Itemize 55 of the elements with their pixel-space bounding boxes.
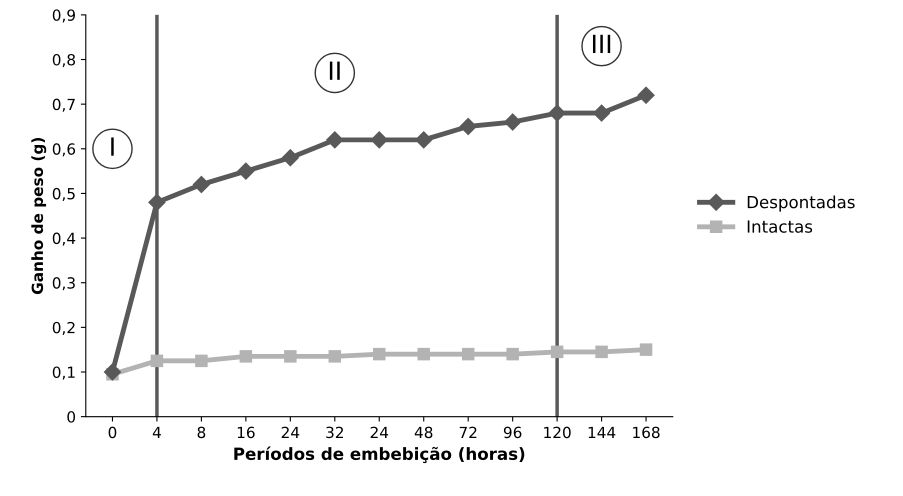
point	[640, 343, 652, 356]
point	[148, 194, 166, 211]
point	[550, 346, 564, 358]
x-tick-label: 8	[198, 426, 206, 438]
x-tick-label: 96	[504, 426, 522, 438]
point	[150, 354, 164, 368]
point	[638, 86, 655, 104]
y-tick-label: 0,5	[52, 188, 75, 202]
point	[595, 346, 608, 358]
point	[417, 348, 430, 360]
x-tick-label: 144	[588, 426, 616, 438]
y-tick-label: 0,8	[52, 54, 76, 68]
x-tick-label: 168	[633, 426, 660, 438]
x-tick-label: 48	[414, 426, 432, 438]
point	[326, 131, 344, 148]
point	[415, 131, 432, 148]
y-tick-label: 0,9	[52, 9, 75, 22]
point	[328, 350, 342, 363]
y-tick-label: 0,3	[52, 277, 75, 290]
x-tick-label: 0	[108, 426, 116, 438]
point	[593, 104, 610, 122]
point	[506, 348, 519, 360]
point	[462, 348, 474, 360]
point	[104, 363, 122, 381]
x-tick-label: 32	[326, 426, 343, 438]
point	[282, 149, 299, 166]
point	[460, 118, 477, 136]
legend-label: Despontadas	[748, 195, 855, 212]
x-tick-label: 4	[152, 426, 161, 438]
y-tick-label: 0,7	[52, 98, 75, 112]
x-tick-label: 24	[282, 426, 300, 438]
point	[192, 176, 210, 194]
annotation: II	[330, 62, 340, 80]
y-tick-label: 0,4	[52, 232, 76, 246]
x-tick-label: 120	[544, 426, 571, 438]
legend-label: Intactas	[748, 220, 812, 233]
y-tick-label: 0	[67, 411, 76, 423]
y-tick-label: 0,6	[52, 143, 76, 156]
point	[370, 131, 388, 148]
annotation: I	[111, 137, 114, 156]
point	[504, 113, 522, 131]
annotation: III	[592, 34, 610, 54]
y-tick-label: 0,2	[52, 322, 75, 335]
point	[237, 162, 254, 180]
point	[284, 350, 297, 363]
point	[195, 354, 208, 368]
point	[240, 350, 252, 363]
x-tick-label: 24	[370, 426, 388, 438]
x-axis-title: Períodos de embebição (horas)	[234, 446, 524, 464]
point	[548, 104, 566, 122]
y-axis-title: Ganho de peso (g)	[31, 138, 46, 294]
x-tick-label: 16	[238, 426, 255, 438]
x-tick-label: 72	[460, 426, 476, 438]
point	[373, 348, 386, 360]
y-tick-label: 0,1	[52, 366, 75, 380]
